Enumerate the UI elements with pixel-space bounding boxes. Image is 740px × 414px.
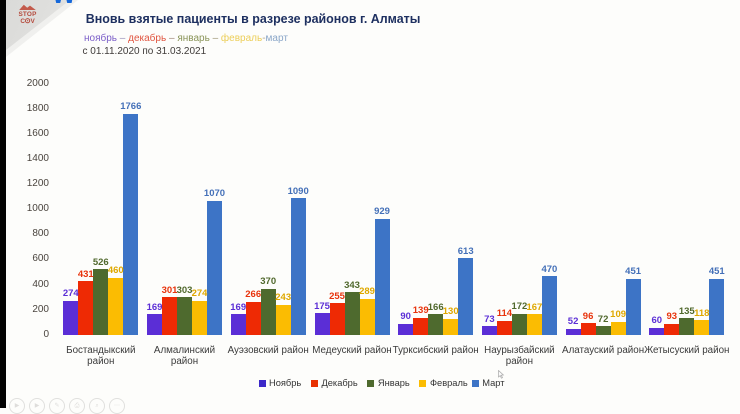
svg-text:STOP: STOP bbox=[18, 11, 37, 18]
svg-text:C: C bbox=[20, 18, 25, 24]
svg-text:V: V bbox=[30, 18, 35, 24]
